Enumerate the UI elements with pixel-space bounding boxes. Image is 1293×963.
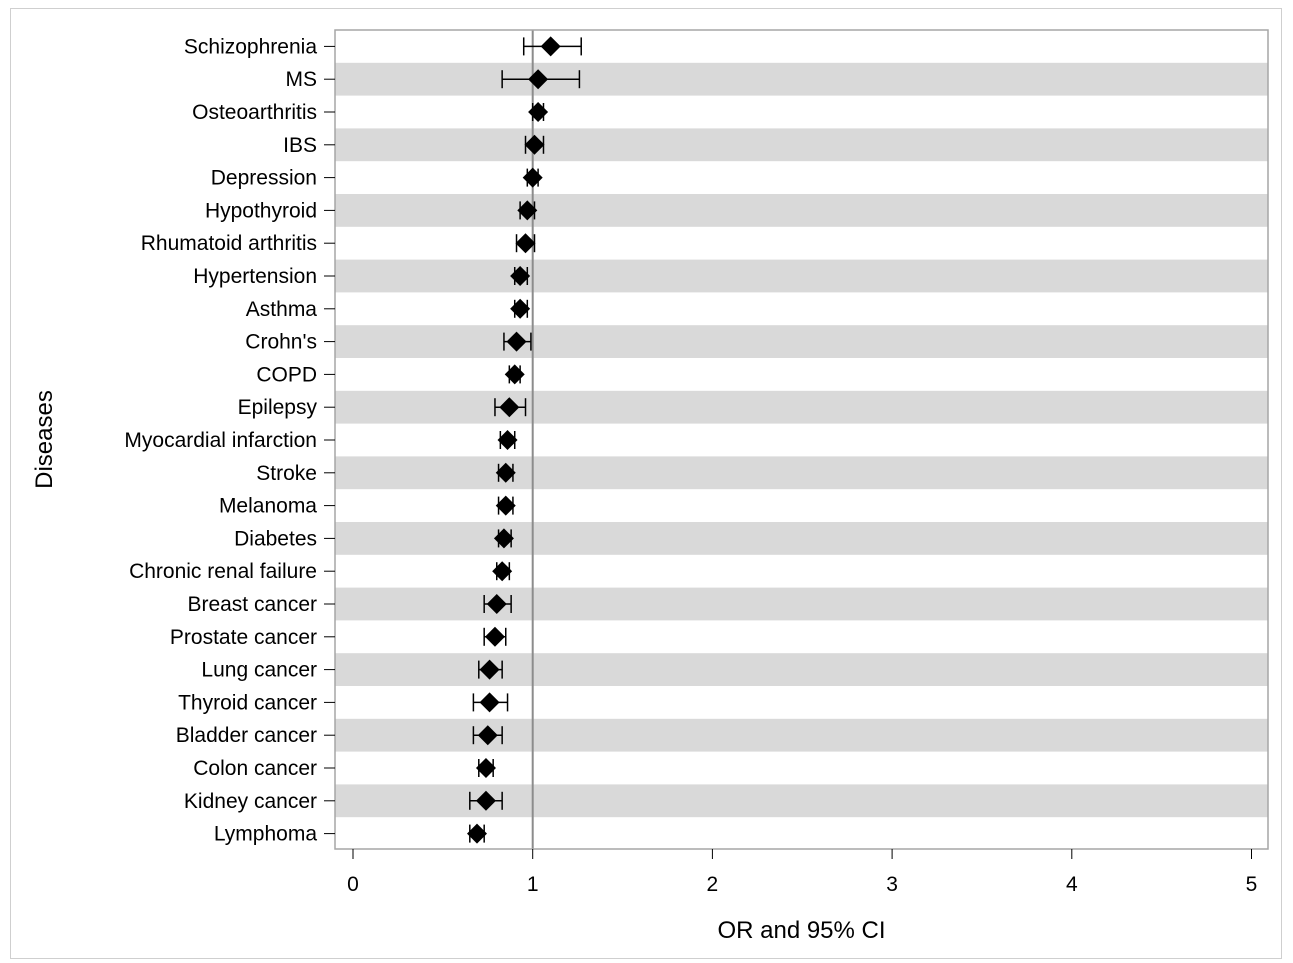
or-marker [495,462,516,483]
row-band [335,128,1268,162]
y-tick-label: Bladder cancer [176,724,317,747]
or-marker [484,626,505,647]
row-band [335,62,1268,96]
x-tick-label: 3 [886,873,898,896]
or-marker [479,659,500,680]
y-tick-label: Rhumatoid arthritis [141,232,317,255]
x-tick-label: 2 [707,873,719,896]
y-tick-label: Epilepsy [238,396,318,419]
row-band [335,653,1268,686]
y-tick-label: Osteoarthritis [192,101,317,124]
or-marker [475,758,496,778]
row-band [335,259,1268,293]
or-marker [477,725,498,746]
y-tick-label: Crohn's [245,331,317,354]
y-tick-label: Depression [211,167,317,190]
or-marker [506,331,527,352]
row-band [335,390,1268,424]
or-marker [495,495,516,516]
or-marker [517,200,538,221]
y-tick-label: Thyroid cancer [178,691,317,714]
y-tick-label: Kidney cancer [184,790,317,813]
x-axis: 0 1 2 3 4 5 [347,849,1257,896]
y-tick-label: MS [286,68,318,91]
or-marker [528,69,549,90]
or-marker [515,233,536,254]
or-marker [540,36,561,57]
y-tick-label: Prostate cancer [170,626,317,649]
or-marker [510,298,531,319]
x-tick-label: 1 [527,873,539,896]
x-axis-title: OR and 95% CI [717,917,885,944]
row-band [335,587,1268,621]
y-tick-label: Stroke [256,462,317,485]
or-marker [522,167,543,188]
y-tick-label: Asthma [246,298,318,321]
or-marker [528,102,549,122]
y-tick-label: Colon cancer [193,757,317,780]
x-tick-label: 4 [1066,873,1078,896]
or-marker [479,692,500,713]
y-tick-label: IBS [283,134,317,157]
or-marker [466,823,487,844]
or-marker [492,561,513,582]
or-marker [524,134,545,155]
y-tick-label: Lymphoma [214,823,317,846]
or-marker [475,790,496,811]
y-tick-label: Myocardial infarction [124,429,317,452]
row-band [335,325,1268,358]
or-markers [466,36,561,844]
y-axis-title: Diseases [31,390,58,489]
y-tick-label: Chronic renal failure [129,560,317,583]
y-tick-label: Diabetes [234,527,317,550]
y-tick-label: Melanoma [219,495,317,518]
x-tick-label: 0 [347,873,359,896]
y-tick-label: Hypothyroid [205,199,317,222]
or-marker [510,266,531,286]
y-tick-label: COPD [256,363,317,386]
or-marker [486,594,507,614]
or-marker [493,528,514,549]
row-band [335,456,1268,490]
or-marker [497,430,518,450]
y-tick-label: Breast cancer [187,593,317,616]
y-tick-label: Hypertension [193,265,317,288]
row-bands [335,62,1268,818]
or-marker [504,364,525,385]
x-tick-label: 5 [1246,873,1258,896]
row-band [335,522,1268,555]
row-band [335,194,1268,227]
y-tick-label: Schizophrenia [184,35,317,58]
y-axis: Schizophrenia MS Osteoarthritis IBS Depressi… [124,35,335,846]
y-tick-label: Lung cancer [201,659,317,682]
or-marker [499,397,520,418]
